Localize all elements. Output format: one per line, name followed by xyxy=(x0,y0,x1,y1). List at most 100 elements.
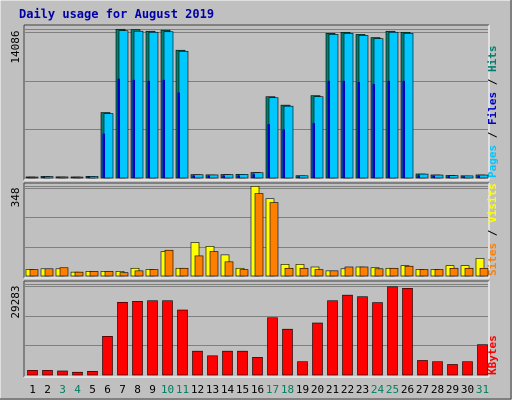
bar-files-day-29 xyxy=(447,176,450,178)
bar-kbytes-day-2 xyxy=(42,370,53,376)
series-axis-label-part: Files xyxy=(486,92,499,125)
bar-sites-day-2 xyxy=(44,268,54,277)
x-tick-label: 25 xyxy=(386,383,399,396)
bar-kbytes-day-22 xyxy=(342,294,353,376)
series-axis-label-part: KBytes xyxy=(486,335,499,375)
bar-kbytes-day-5 xyxy=(87,370,98,376)
bar-files-day-5 xyxy=(87,176,90,178)
bar-kbytes-day-3 xyxy=(57,370,68,376)
x-axis-labels: 1 2 3 4 5 6 7 8 9 10 11 12 13 14 15 16 17 18 19 20 21 22 23 24 2… xyxy=(29,383,489,396)
bar-pages-day-18 xyxy=(283,105,294,179)
x-tick-label: 29 xyxy=(446,383,459,396)
bar-files-day-11 xyxy=(177,92,180,178)
bar-sites-day-17 xyxy=(269,202,279,277)
chart-title: Daily usage for August 2019 xyxy=(19,7,214,21)
x-tick-label: 23 xyxy=(356,383,369,396)
bar-files-day-3 xyxy=(57,177,60,178)
series-axis-label: Pages / Files / Hits xyxy=(486,46,499,179)
series-axis-label-part: Visits xyxy=(486,183,499,223)
bar-pages-day-9 xyxy=(148,31,159,179)
x-tick-label: 13 xyxy=(206,383,219,396)
bar-pages-day-5 xyxy=(88,176,99,179)
bar-sites-day-1 xyxy=(29,269,39,277)
bar-kbytes-day-11 xyxy=(177,309,188,376)
bar-sites-day-24 xyxy=(374,268,384,277)
bar-pages-day-22 xyxy=(343,33,354,179)
x-tick-label: 18 xyxy=(281,383,294,396)
bar-sites-day-30 xyxy=(464,267,474,277)
bar-sites-day-23 xyxy=(359,266,369,277)
x-tick-label: 21 xyxy=(326,383,339,396)
y-max-label: 14086 xyxy=(9,31,22,64)
bar-kbytes-day-16 xyxy=(252,357,263,376)
bar-pages-day-2 xyxy=(43,176,54,179)
bar-files-day-22 xyxy=(342,80,345,178)
x-tick-label: 4 xyxy=(74,383,81,396)
bar-kbytes-day-4 xyxy=(72,371,83,376)
bar-files-day-14 xyxy=(222,175,225,178)
bar-kbytes-day-19 xyxy=(297,361,308,376)
x-tick-label: 9 xyxy=(149,383,156,396)
x-tick-label: 19 xyxy=(296,383,309,396)
bar-kbytes-day-31 xyxy=(477,344,488,376)
bar-files-day-31 xyxy=(477,175,480,178)
y-max-label: 348 xyxy=(9,188,22,208)
x-tick-label: 3 xyxy=(59,383,66,396)
bar-sites-day-21 xyxy=(329,270,339,277)
bar-pages-day-6 xyxy=(103,113,114,179)
bar-sites-day-6 xyxy=(104,271,114,277)
bar-kbytes-day-6 xyxy=(102,336,113,376)
bar-sites-day-19 xyxy=(299,267,309,277)
bar-kbytes-day-29 xyxy=(447,364,458,376)
bar-files-day-4 xyxy=(72,177,75,178)
bar-kbytes-day-7 xyxy=(117,301,128,376)
x-tick-label: 24 xyxy=(371,383,385,396)
bar-kbytes-day-27 xyxy=(417,360,428,376)
bar-files-day-7 xyxy=(117,78,120,178)
bar-files-day-1 xyxy=(27,177,30,178)
series-axis-label: KBytes xyxy=(486,335,499,375)
bar-pages-day-26 xyxy=(403,33,414,179)
bar-sites-day-10 xyxy=(164,249,174,277)
series-axis-label-part: Hits xyxy=(486,46,499,73)
bar-sites-day-12 xyxy=(194,255,204,277)
bar-files-day-12 xyxy=(192,175,195,178)
bar-kbytes-day-14 xyxy=(222,350,233,376)
bar-sites-day-11 xyxy=(179,267,189,277)
x-tick-label: 14 xyxy=(221,383,235,396)
bar-files-day-6 xyxy=(102,133,105,178)
bar-kbytes-day-8 xyxy=(132,301,143,376)
bar-sites-day-9 xyxy=(149,269,159,277)
panel-background xyxy=(24,25,489,180)
series-axis-label-part: / xyxy=(486,72,499,92)
panel-visits_sites: 348 Sites / Visits xyxy=(9,182,499,279)
x-tick-label: 17 xyxy=(266,383,279,396)
x-tick-label: 5 xyxy=(89,383,96,396)
bar-pages-day-27 xyxy=(418,173,429,179)
bar-pages-day-4 xyxy=(73,176,84,179)
bar-pages-day-23 xyxy=(358,35,369,179)
bar-pages-day-13 xyxy=(208,174,219,179)
bar-kbytes-day-15 xyxy=(237,350,248,376)
bar-pages-day-11 xyxy=(178,50,189,179)
bar-kbytes-day-9 xyxy=(147,300,158,376)
bar-sites-day-13 xyxy=(209,251,219,277)
bar-sites-day-16 xyxy=(254,193,264,277)
x-tick-label: 28 xyxy=(431,383,444,396)
bar-sites-day-3 xyxy=(59,267,69,277)
series-axis-label-part: Sites xyxy=(486,243,499,276)
bar-pages-day-8 xyxy=(133,30,144,179)
bar-files-day-20 xyxy=(312,123,315,178)
bar-sites-day-22 xyxy=(344,266,354,277)
bar-files-day-17 xyxy=(267,124,270,178)
bar-sites-day-14 xyxy=(224,261,234,277)
bar-sites-day-27 xyxy=(419,269,429,277)
bar-sites-day-18 xyxy=(284,267,294,277)
x-tick-label: 12 xyxy=(191,383,204,396)
x-tick-label: 20 xyxy=(311,383,324,396)
bar-files-day-30 xyxy=(462,176,465,178)
bar-kbytes-day-13 xyxy=(207,355,218,376)
bar-sites-day-15 xyxy=(239,269,249,277)
bar-pages-day-29 xyxy=(448,175,459,179)
